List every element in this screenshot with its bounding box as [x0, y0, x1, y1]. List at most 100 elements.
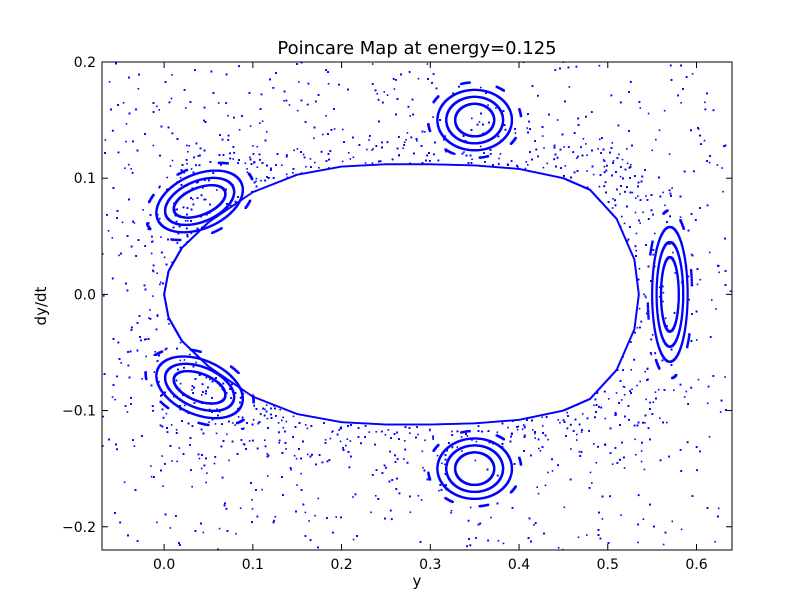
chaos-point	[496, 431, 499, 434]
chaos-point	[349, 158, 352, 160]
chaos-point	[714, 540, 716, 543]
chaos-point	[121, 221, 124, 224]
chaos-point	[651, 334, 654, 336]
chaos-point	[309, 158, 312, 160]
chaos-point	[347, 152, 350, 154]
chaos-point	[611, 463, 614, 465]
chaos-point	[198, 457, 201, 460]
chaos-point	[679, 216, 682, 218]
chaos-point	[469, 506, 472, 509]
chaos-point	[235, 532, 237, 535]
chaos-point	[240, 427, 243, 430]
chaos-point	[577, 536, 580, 539]
chaos-point	[170, 97, 173, 100]
chaos-point	[463, 151, 465, 153]
chaos-point	[499, 153, 502, 155]
chaos-point	[708, 435, 711, 438]
chaos-point	[664, 317, 667, 320]
chaos-point	[601, 518, 604, 520]
chaos-point	[158, 381, 160, 383]
chaos-point	[274, 515, 277, 518]
chaos-point	[333, 128, 336, 130]
chaos-point	[578, 450, 581, 453]
chaos-point	[170, 424, 173, 426]
chaos-point	[329, 437, 332, 440]
chaos-point	[184, 220, 187, 222]
chaos-point	[630, 368, 632, 371]
chaos-point	[145, 338, 148, 340]
chaos-point	[645, 398, 647, 401]
chaos-point	[179, 176, 182, 179]
chaos-point	[450, 509, 453, 512]
chaos-point	[621, 158, 624, 161]
chaos-point	[368, 431, 371, 433]
chaos-point	[626, 240, 629, 242]
chaos-point	[215, 189, 218, 191]
chaos-point	[631, 388, 633, 391]
chaos-point	[517, 425, 520, 428]
chaos-point	[246, 171, 249, 174]
chaos-point	[671, 187, 673, 189]
chaos-point	[111, 237, 114, 239]
chaos-point	[645, 195, 647, 197]
chaos-point	[575, 439, 578, 441]
chaos-point	[716, 164, 719, 166]
chaos-point	[252, 419, 255, 421]
chaos-point	[451, 430, 453, 433]
chaos-point	[288, 104, 291, 106]
chaos-point	[417, 77, 420, 80]
chaos-point	[133, 445, 136, 448]
chaos-point	[252, 145, 254, 147]
chaos-point	[145, 355, 147, 358]
chaos-point	[635, 232, 638, 235]
chaos-point	[154, 350, 156, 353]
chaos-point	[298, 81, 300, 83]
chaos-point	[658, 417, 661, 419]
chaos-point	[582, 138, 585, 140]
chaos-point	[524, 167, 527, 170]
chaos-point	[534, 437, 536, 439]
chaos-point	[620, 514, 622, 516]
chaos-point	[186, 150, 189, 153]
chaos-point	[296, 484, 298, 486]
chaos-point	[474, 459, 477, 462]
chaos-point	[634, 197, 637, 199]
chaos-point	[125, 140, 127, 143]
chaos-point	[191, 485, 193, 488]
chaos-point	[190, 232, 193, 235]
chaos-point	[205, 376, 208, 379]
chaos-point	[615, 392, 618, 394]
chaos-point	[166, 176, 169, 179]
chaos-point	[557, 547, 560, 549]
chaos-point	[325, 115, 327, 117]
chaos-point	[261, 120, 264, 123]
chaos-point	[640, 460, 643, 463]
chaos-point	[674, 272, 676, 274]
chaos-point	[417, 433, 419, 436]
chaos-point	[152, 270, 155, 273]
chaos-point	[429, 428, 431, 431]
chaos-point	[544, 484, 547, 487]
chaos-point	[514, 132, 517, 134]
chaos-point	[432, 116, 434, 118]
chaos-point	[623, 467, 626, 469]
chaos-point	[156, 314, 159, 316]
chaos-point	[621, 215, 623, 218]
chaos-point	[471, 117, 473, 120]
chaos-point	[635, 249, 638, 252]
chaos-point	[547, 438, 549, 441]
chaos-point	[652, 401, 655, 404]
chaos-point	[150, 465, 152, 467]
chaos-point	[282, 426, 285, 429]
chaos-point	[640, 450, 643, 452]
chaos-point	[644, 295, 646, 297]
chaos-point	[259, 122, 261, 124]
chaos-point	[559, 421, 561, 424]
chaos-point	[216, 408, 218, 410]
chaos-point	[244, 162, 247, 165]
chaos-point	[387, 429, 390, 431]
chaos-point	[724, 376, 726, 378]
chaos-point	[159, 185, 161, 187]
chaos-point	[708, 251, 711, 254]
